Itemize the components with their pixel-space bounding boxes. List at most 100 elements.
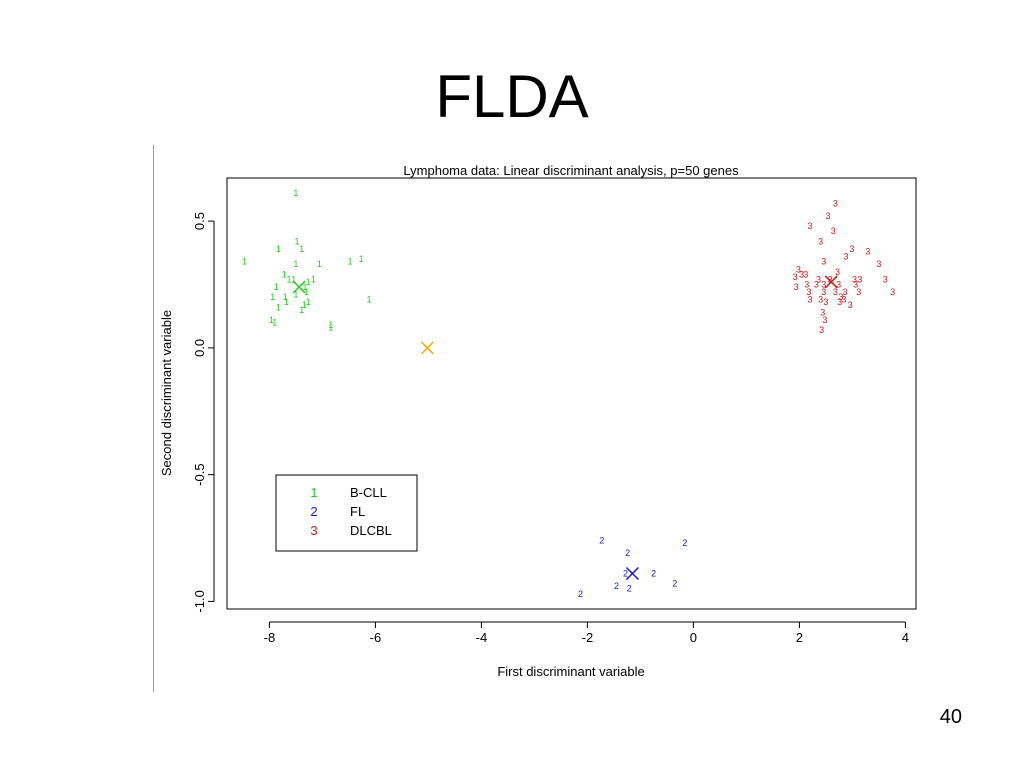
data-point: 3 bbox=[838, 292, 843, 302]
data-point: 1 bbox=[367, 295, 372, 305]
data-point: 1 bbox=[276, 302, 281, 312]
data-point: 3 bbox=[818, 295, 823, 305]
data-point: 1 bbox=[302, 282, 307, 292]
x-tick-label: 4 bbox=[902, 630, 909, 645]
data-point: 1 bbox=[272, 318, 277, 328]
page-number: 40 bbox=[939, 706, 962, 728]
y-tick-label: -1.0 bbox=[192, 590, 207, 612]
legend-symbol: 3 bbox=[310, 523, 317, 538]
data-point: 3 bbox=[807, 221, 812, 231]
data-point: 1 bbox=[242, 257, 247, 267]
data-point: 1 bbox=[287, 274, 292, 284]
data-point: 1 bbox=[293, 188, 298, 198]
legend-symbol: 2 bbox=[310, 504, 317, 519]
x-tick-label: -8 bbox=[264, 630, 276, 645]
legend-label: FL bbox=[350, 504, 365, 519]
data-point: 3 bbox=[796, 264, 801, 274]
x-tick-label: 0 bbox=[690, 630, 697, 645]
data-point: 3 bbox=[823, 297, 828, 307]
data-point: 1 bbox=[328, 323, 333, 333]
data-point: 3 bbox=[857, 274, 862, 284]
centroid-markers bbox=[292, 275, 838, 581]
plot-frame bbox=[226, 177, 917, 610]
data-point: 1 bbox=[293, 290, 298, 300]
y-tick-label: 0.5 bbox=[192, 212, 207, 230]
data-point: 3 bbox=[856, 287, 861, 297]
data-point: 3 bbox=[852, 274, 857, 284]
x-tick-label: -4 bbox=[476, 630, 488, 645]
x-axis: -8 -6 -4 -2 0 2 4 bbox=[264, 621, 909, 645]
data-point: 1 bbox=[317, 259, 322, 269]
data-point: 3 bbox=[833, 198, 838, 208]
y-tick-label: -0.5 bbox=[192, 463, 207, 485]
data-point: 2 bbox=[672, 579, 677, 589]
data-point: 1 bbox=[299, 305, 304, 315]
legend-box bbox=[275, 474, 418, 552]
data-point: 3 bbox=[819, 325, 824, 335]
data-point: 1 bbox=[302, 300, 307, 310]
data-point: 3 bbox=[806, 287, 811, 297]
data-point: 1 bbox=[311, 274, 316, 284]
data-point: 1 bbox=[306, 277, 311, 287]
data-point: 1 bbox=[293, 259, 298, 269]
data-point: 3 bbox=[794, 282, 799, 292]
data-point: 3 bbox=[849, 244, 854, 254]
x-axis-label: First discriminant variable bbox=[497, 664, 644, 679]
data-point: 1 bbox=[276, 244, 281, 254]
legend-label: DLCBL bbox=[350, 523, 392, 538]
data-point: 3 bbox=[842, 287, 847, 297]
data-point: 1 bbox=[306, 297, 311, 307]
data-point: 3 bbox=[822, 315, 827, 325]
centroid-marker bbox=[625, 566, 639, 581]
data-point: 1 bbox=[304, 287, 309, 297]
data-point: 3 bbox=[835, 267, 840, 277]
data-point: 3 bbox=[799, 269, 804, 279]
data-point: 1 bbox=[274, 282, 279, 292]
x-tick-label: -2 bbox=[582, 630, 594, 645]
left-divider-line bbox=[153, 145, 154, 692]
y-tick-label: 0.0 bbox=[192, 339, 207, 357]
legend-symbol: 1 bbox=[310, 485, 317, 500]
data-point: 2 bbox=[627, 584, 632, 594]
data-point: 2 bbox=[599, 536, 604, 546]
y-axis-label: Second discriminant variable bbox=[159, 310, 174, 476]
data-point: 3 bbox=[848, 300, 853, 310]
data-point: 3 bbox=[818, 236, 823, 246]
data-point: 3 bbox=[828, 274, 833, 284]
data-point: 3 bbox=[821, 257, 826, 267]
centroid-marker bbox=[824, 275, 838, 289]
slide-title: FLDA bbox=[435, 63, 589, 130]
data-point: 1 bbox=[328, 320, 333, 330]
data-point: 2 bbox=[682, 538, 687, 548]
data-point: 1 bbox=[284, 297, 289, 307]
y-axis: -1.0 -0.5 0.0 0.5 bbox=[192, 212, 215, 613]
data-point: 2 bbox=[623, 569, 628, 579]
x-tick-label: 2 bbox=[796, 630, 803, 645]
data-point: 1 bbox=[282, 269, 287, 279]
data-point: 1 bbox=[347, 257, 352, 267]
x-tick-label: -6 bbox=[370, 630, 382, 645]
data-point: 3 bbox=[807, 295, 812, 305]
data-point: 1 bbox=[359, 254, 364, 264]
legend-label: B-CLL bbox=[350, 485, 387, 500]
chart-title: Lymphoma data: Linear discriminant analy… bbox=[403, 163, 739, 178]
data-point: 3 bbox=[821, 279, 826, 289]
data-point: 3 bbox=[793, 272, 798, 282]
centroid-marker bbox=[292, 280, 306, 294]
data-point: 3 bbox=[876, 259, 881, 269]
data-point: 3 bbox=[865, 247, 870, 257]
data-point: 3 bbox=[836, 279, 841, 289]
data-point: 2 bbox=[578, 589, 583, 599]
data-point: 3 bbox=[804, 279, 809, 289]
data-point: 3 bbox=[821, 287, 826, 297]
data-point: 3 bbox=[844, 252, 849, 262]
data-point: 3 bbox=[853, 279, 858, 289]
data-point: 3 bbox=[837, 297, 842, 307]
data-point: 3 bbox=[841, 295, 846, 305]
data-point: 1 bbox=[283, 292, 288, 302]
data-point: 2 bbox=[614, 581, 619, 591]
data-point: 1 bbox=[291, 274, 296, 284]
data-point: 3 bbox=[890, 287, 895, 297]
